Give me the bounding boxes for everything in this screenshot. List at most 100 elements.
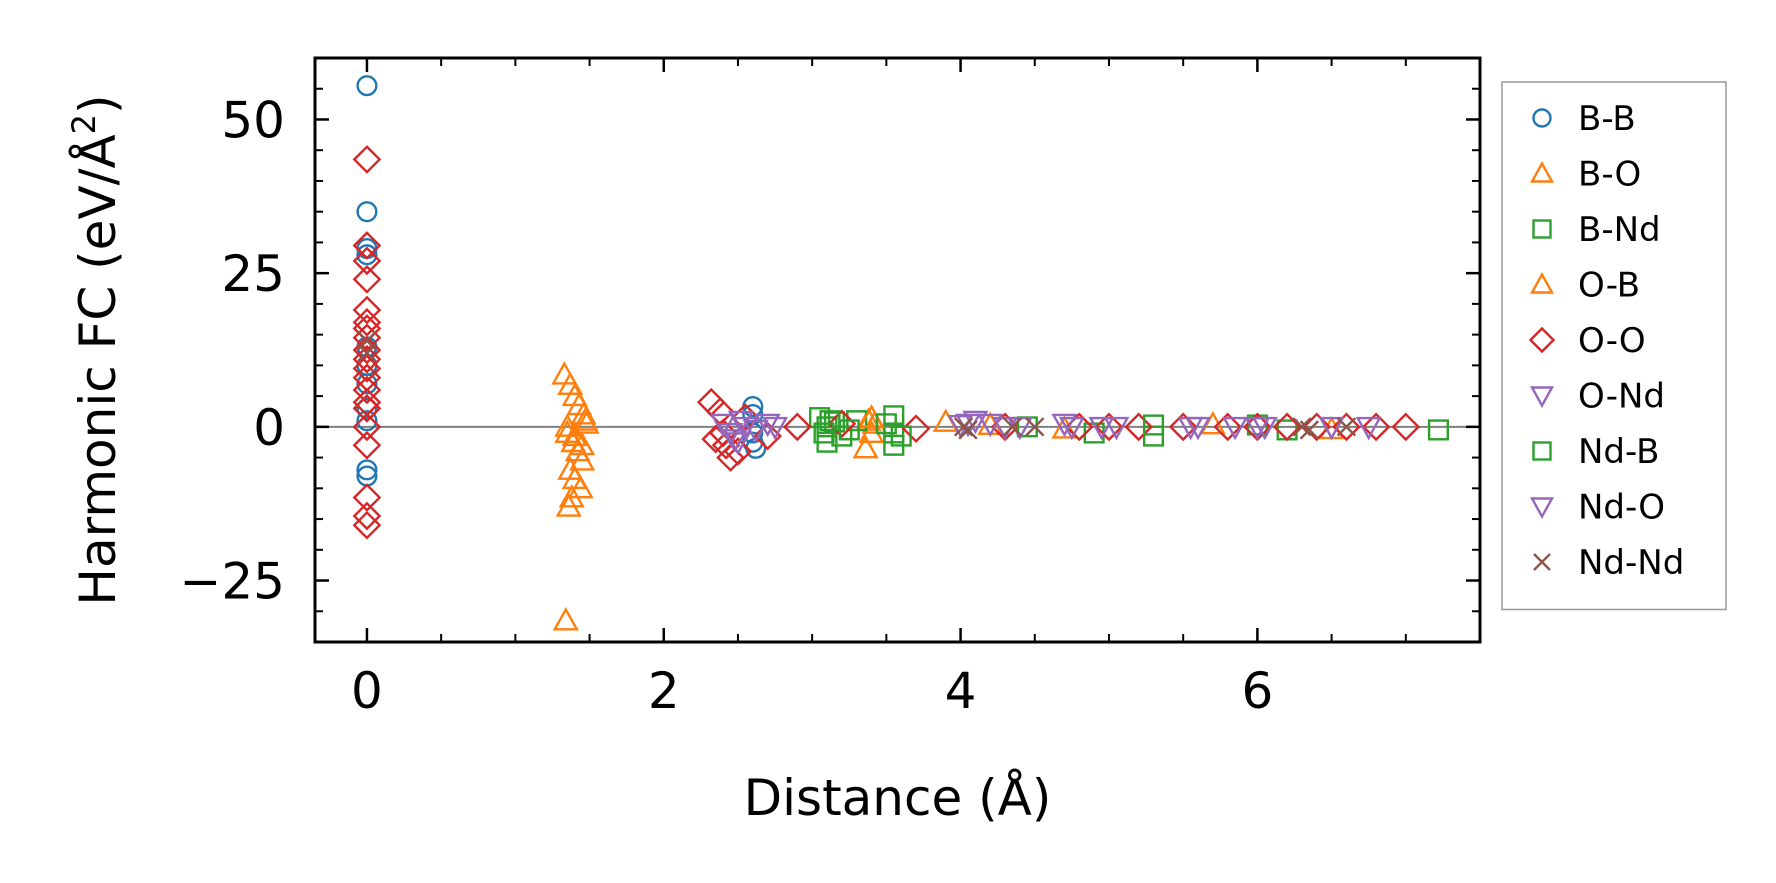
point-b-b: [356, 373, 378, 395]
legend-marker-b-o: [1529, 161, 1555, 183]
ticks-layer: 0 2 4 6 −25 0 25 50: [179, 57, 1481, 720]
point-nd-o: [1251, 416, 1278, 441]
point-nd-nd: [1025, 417, 1045, 437]
point-b-o: [552, 607, 579, 631]
point-nd-nd: [1299, 420, 1319, 440]
point-o-o: [352, 307, 382, 337]
point-nd-o: [1355, 416, 1382, 441]
point-nd-nd: [1002, 417, 1023, 437]
legend-marker-o-b: [1529, 272, 1555, 294]
point-o-nd: [1318, 416, 1345, 441]
x-tick-label: 4: [945, 662, 977, 720]
legend-label-nd-b: Nd-B: [1578, 432, 1659, 472]
point-o-o: [352, 510, 382, 540]
point-o-o: [753, 421, 782, 451]
point-b-o: [558, 484, 585, 508]
point-b-b: [356, 244, 378, 266]
point-o-o: [352, 375, 382, 405]
legend-label-o-nd: O-Nd: [1578, 377, 1665, 417]
legend: B-B B-O B-Nd O-B O-O O-Nd Nd-B Nd-O Nd-Nd: [1501, 81, 1727, 611]
point-o-o: [352, 430, 382, 460]
point-o-nd: [977, 413, 1004, 438]
legend-label-o-b: O-B: [1578, 266, 1640, 306]
point-nd-o: [1222, 416, 1249, 441]
point-nd-nd: [1336, 417, 1357, 437]
point-o-o: [352, 246, 382, 276]
point-b-b: [356, 410, 378, 432]
point-o-o: [1391, 412, 1421, 442]
point-o-o: [352, 295, 382, 325]
point-b-nd: [1142, 425, 1165, 447]
point-nd-b: [1142, 414, 1165, 436]
point-b-nd: [1276, 419, 1298, 441]
point-b-nd: [883, 405, 905, 427]
point-nd-o: [742, 419, 769, 444]
y-tick-label: 0: [253, 399, 285, 457]
point-o-o: [352, 394, 382, 423]
legend-label-b-o: B-O: [1578, 155, 1641, 195]
y-axis-title-close: ): [69, 94, 127, 114]
point-nd-o: [1177, 416, 1204, 441]
point-o-o: [1094, 412, 1124, 442]
legend-marker-nd-o: [1529, 497, 1555, 519]
point-b-b: [356, 459, 378, 481]
x-tick-label: 2: [648, 662, 680, 720]
point-b-o: [569, 447, 596, 471]
legend-label-o-o: O-O: [1578, 321, 1646, 361]
y-tick-label: 50: [221, 91, 285, 149]
point-nd-b: [838, 419, 860, 441]
point-o-o: [352, 483, 382, 512]
point-b-o: [567, 474, 594, 499]
point-b-o: [852, 434, 879, 459]
point-o-o: [1168, 412, 1198, 442]
legend-marker-nd-b: [1532, 441, 1552, 461]
point-nd-o: [754, 413, 781, 438]
point-o-o: [352, 145, 382, 174]
point-o-o: [352, 264, 382, 294]
point-nd-b: [890, 425, 912, 447]
legend-label-nd-o: Nd-O: [1578, 488, 1665, 528]
point-o-o: [352, 501, 382, 531]
point-nd-o: [721, 429, 749, 453]
point-o-nd: [1051, 413, 1078, 438]
legend-marker-b-nd: [1532, 219, 1552, 239]
y-axis-title-superscript: 2: [65, 114, 103, 134]
legend-marker-o-nd: [1529, 386, 1555, 408]
point-o-nd: [1088, 416, 1115, 441]
legend-label-b-nd: B-Nd: [1578, 210, 1661, 250]
point-nd-o: [1058, 416, 1085, 441]
y-axis-title: Harmonic FC (eV/Å2): [65, 94, 127, 605]
plot-frame: [313, 56, 1482, 644]
point-b-nd: [1427, 419, 1449, 441]
x-tick-label: 0: [351, 662, 383, 720]
legend-marker-b-b: [1532, 108, 1552, 128]
point-o-o: [352, 344, 382, 374]
point-nd-nd: [357, 343, 377, 363]
point-o-o: [1302, 412, 1332, 442]
y-tick-label: 25: [221, 245, 285, 303]
legend-marker-nd-nd: [1533, 553, 1551, 571]
point-b-b: [356, 75, 378, 97]
point-b-o: [570, 401, 597, 425]
point-o-o: [723, 437, 753, 466]
x-axis-title: Distance (Å): [744, 769, 1052, 827]
y-tick-label: −25: [179, 553, 285, 611]
legend-label-b-b: B-B: [1578, 99, 1636, 139]
point-o-b: [1051, 415, 1078, 439]
point-o-nd: [762, 416, 789, 441]
point-o-b: [569, 431, 596, 456]
point-nd-b: [875, 413, 897, 435]
y-axis-title-main: Harmonic FC (eV/Å: [69, 134, 127, 605]
point-o-o: [782, 412, 812, 442]
point-o-o: [1332, 412, 1361, 442]
point-o-b: [554, 413, 581, 437]
point-o-o: [352, 354, 382, 383]
point-nd-o: [1103, 416, 1130, 441]
point-b-b: [356, 397, 378, 419]
point-b-b: [356, 201, 378, 223]
point-o-o: [1361, 412, 1391, 442]
point-o-o: [1124, 412, 1154, 442]
point-nd-b: [813, 422, 835, 444]
point-b-o: [551, 361, 578, 385]
